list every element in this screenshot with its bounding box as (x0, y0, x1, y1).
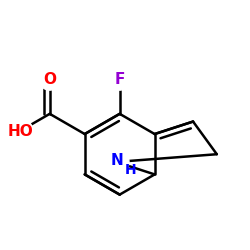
Circle shape (7, 118, 33, 144)
Text: HO: HO (7, 124, 33, 138)
Circle shape (104, 149, 129, 175)
Text: H: H (124, 164, 136, 177)
Circle shape (109, 69, 130, 90)
Text: N: N (111, 154, 124, 168)
Text: O: O (43, 72, 56, 87)
Text: F: F (114, 72, 125, 87)
Circle shape (39, 69, 60, 90)
